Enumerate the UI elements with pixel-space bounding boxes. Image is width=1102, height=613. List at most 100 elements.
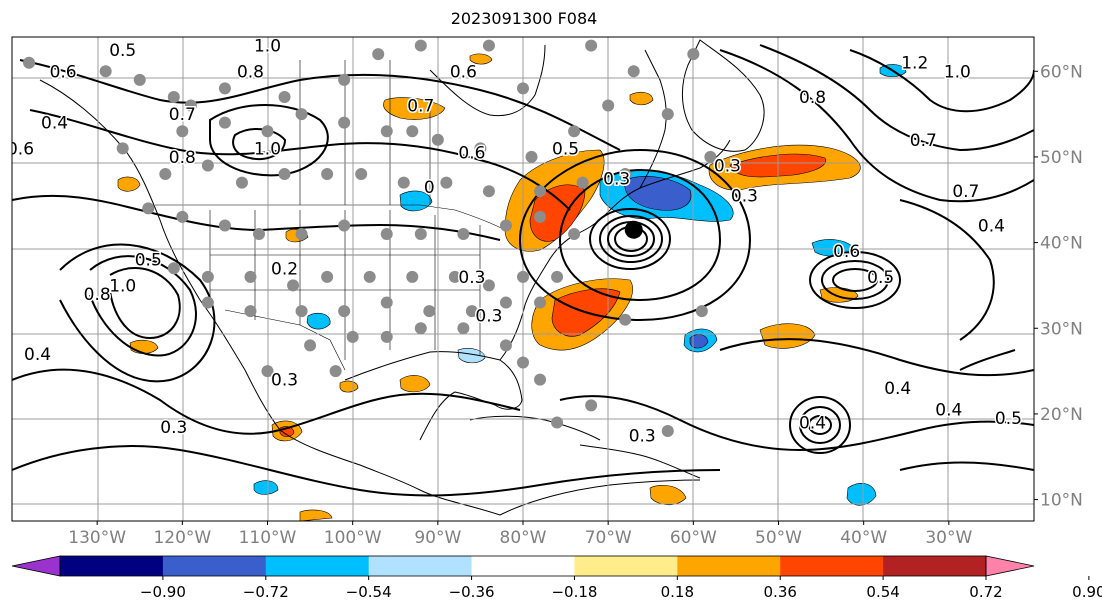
- station-dot: [414, 39, 427, 52]
- contour-label: 0.5: [995, 409, 1022, 429]
- station-dot: [695, 305, 708, 318]
- contour-label: 0.5: [552, 139, 579, 159]
- contour-label: 0.4: [884, 379, 911, 399]
- colorbar-tick-label: 0.90: [1072, 583, 1102, 601]
- colorbar-tick-label: 0.54: [866, 583, 899, 601]
- station-dot: [23, 56, 36, 69]
- station-dot: [482, 39, 495, 52]
- contour-pac-trough-2: [89, 255, 197, 357]
- contour-atl-north-3: [849, 49, 1034, 113]
- shading-blue-plains: [399, 190, 433, 212]
- contour-pac-trough-1: [59, 243, 216, 383]
- colorbar-tick-label: 0.36: [764, 583, 797, 601]
- station-dot: [457, 228, 470, 241]
- station-dot: [321, 270, 334, 283]
- station-dot: [244, 270, 257, 283]
- station-dot: [380, 330, 393, 343]
- contour-atl-vortex-1: [809, 251, 902, 309]
- shading-orange-gulf: [399, 375, 431, 393]
- station-dot: [440, 176, 453, 189]
- lon-tick-label: 130°W: [68, 528, 126, 548]
- lat-tick-label: 60°N: [1040, 62, 1083, 82]
- station-dot: [176, 125, 189, 138]
- station-dot: [167, 262, 180, 275]
- contour-label: 0.6: [50, 62, 77, 82]
- station-dot: [287, 279, 300, 292]
- colorbar-tick-label: −0.90: [140, 583, 186, 601]
- station-dot: [619, 313, 632, 326]
- contour-atl-north-2: [759, 44, 1034, 152]
- contour-atl-east-1: [899, 199, 995, 341]
- colorbar-tick-label: −0.36: [449, 583, 495, 601]
- station-dot: [423, 305, 436, 318]
- lat-tick-label: 20°N: [1040, 405, 1083, 425]
- lon-tick-label: 40°W: [840, 528, 887, 548]
- station-dot: [687, 48, 700, 61]
- shading-blue-bc: [306, 312, 331, 330]
- lon-tick-label: 90°W: [414, 528, 461, 548]
- colorbar-tick-label: −0.18: [551, 583, 597, 601]
- shading-blue-gulf: [457, 348, 486, 364]
- map-title: 2023091300 F084: [450, 9, 598, 28]
- station-dot: [448, 270, 461, 283]
- colorbar-segment: [368, 556, 473, 576]
- station-dot: [201, 270, 214, 283]
- border-us-canada: [155, 204, 506, 231]
- station-dot: [380, 296, 393, 309]
- station-dot: [133, 73, 146, 86]
- contour-east-ne: [959, 349, 1016, 371]
- station-dot: [252, 228, 265, 241]
- graticule: [12, 37, 1034, 521]
- lon-tick-label: 70°W: [585, 528, 632, 548]
- station-dot: [534, 373, 547, 386]
- station-dot: [619, 168, 632, 181]
- station-dot: [406, 125, 419, 138]
- colorbar-segment: [162, 556, 267, 576]
- contour-label: 0.3: [160, 418, 187, 438]
- colorbar-frame: [59, 555, 987, 577]
- station-dot: [338, 116, 351, 129]
- station-dot: [321, 168, 334, 181]
- station-dot: [338, 305, 351, 318]
- contour-north-2: [29, 109, 571, 211]
- greenland: [681, 39, 765, 152]
- station-dot: [116, 142, 129, 155]
- contour-south-vortex-2: [799, 406, 842, 444]
- lon-tick-label: 110°W: [239, 528, 297, 548]
- station-dot: [380, 125, 393, 138]
- contour-label: 0.3: [731, 186, 758, 206]
- storm-center-marker: [624, 220, 643, 239]
- shading-blue-atl-se: [846, 483, 877, 506]
- contour-label: 0.3: [714, 156, 741, 176]
- station-dot: [201, 159, 214, 172]
- contour-carib-1: [559, 395, 1034, 452]
- contour-label: 0.4: [41, 114, 68, 134]
- borders: [155, 60, 506, 371]
- lat-tick-label: 40°N: [1040, 234, 1083, 254]
- colorbar-arrow-right: [985, 555, 1035, 577]
- lat-tick-label: 30°N: [1040, 319, 1083, 339]
- station-dot: [278, 90, 291, 103]
- contour-atl-vortex-3: [832, 268, 879, 292]
- state-lines: [209, 210, 481, 360]
- station-dot: [261, 125, 274, 138]
- station-dot: [167, 90, 180, 103]
- contour-south-1: [12, 445, 721, 497]
- colorbar-segment: [677, 556, 781, 576]
- coast-north-america-west: [39, 79, 501, 516]
- contour-south-vortex-3: [808, 415, 833, 435]
- colorbar-arrow-left: [11, 555, 61, 577]
- contour-label: 0.8: [84, 285, 111, 305]
- station-dot: [517, 356, 529, 369]
- contour-storm-outer-2: [518, 148, 752, 322]
- colorbar-tick-label: −0.54: [346, 583, 392, 601]
- contour-atl-north-1: [719, 49, 1034, 203]
- station-dot: [338, 73, 351, 86]
- station-dot: [372, 48, 385, 61]
- contour-storm-ring-2: [599, 215, 664, 263]
- contour-label: 0.3: [475, 306, 502, 326]
- station-dot: [329, 365, 342, 378]
- contour-label: 0.6: [833, 242, 860, 262]
- colorbar: −0.90 −0.72 −0.54 −0.36 −0.18 0.18 0.36 0.54 0.7…: [11, 555, 1102, 601]
- station-dot: [218, 116, 231, 129]
